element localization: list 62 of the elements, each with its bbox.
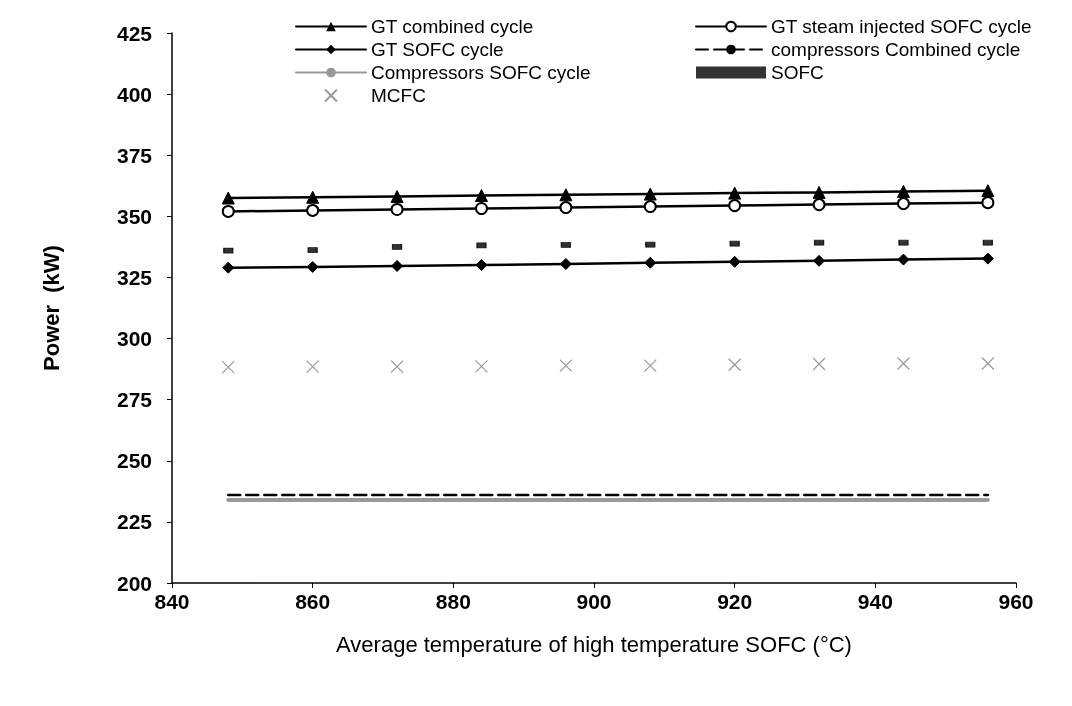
point <box>559 359 573 373</box>
y-tick-label: 200 <box>116 571 152 595</box>
y-tick-label: 375 <box>116 143 153 167</box>
legend-label: GT SOFC cycle <box>371 39 504 60</box>
x-tick-label: 880 <box>435 590 471 613</box>
point <box>474 202 488 216</box>
point <box>728 255 741 268</box>
point <box>728 199 742 213</box>
x-tick-label: 900 <box>576 590 612 613</box>
point <box>981 184 995 198</box>
point <box>812 357 826 371</box>
y-tick-label: 275 <box>116 388 153 412</box>
y-tick-label: 350 <box>116 204 152 228</box>
point <box>981 356 995 371</box>
x-tick-label: 840 <box>154 590 190 613</box>
x-axis-title: Average temperature of high temperature SOFC (°C) <box>336 631 852 657</box>
point <box>896 184 910 198</box>
y-tick-label: 225 <box>116 510 153 534</box>
legend-label: SOFC <box>771 62 824 83</box>
point <box>474 189 488 203</box>
point <box>221 360 235 374</box>
point <box>896 356 911 371</box>
point <box>222 261 235 274</box>
y-tick-label: 300 <box>116 327 152 351</box>
legend-label: Compressors SOFC cycle <box>371 62 591 83</box>
point <box>728 358 742 372</box>
point <box>813 254 826 267</box>
point <box>306 203 320 217</box>
legend-label: MCFC <box>371 85 426 106</box>
point <box>559 188 573 202</box>
point <box>896 197 910 211</box>
point <box>897 253 910 266</box>
x-tick-label: 860 <box>295 590 331 613</box>
point <box>643 187 657 201</box>
x-tick-label: 920 <box>717 590 753 613</box>
point <box>812 198 826 212</box>
point <box>390 360 404 374</box>
point <box>643 200 657 214</box>
point <box>390 202 404 216</box>
x-tick-label: 960 <box>998 590 1034 613</box>
legend-label: GT steam injected SOFC cycle <box>771 16 1032 37</box>
point <box>981 196 995 210</box>
point <box>812 185 826 199</box>
y-tick-label: 425 <box>116 21 153 45</box>
legend-label: GT combined cycle <box>371 16 534 37</box>
point <box>474 359 489 374</box>
y-tick-label: 325 <box>116 265 153 289</box>
point <box>981 252 994 265</box>
point <box>643 359 657 373</box>
point <box>221 191 235 205</box>
point <box>306 360 320 374</box>
y-tick-label: 250 <box>116 449 152 473</box>
y-tick-label: 400 <box>116 82 152 106</box>
point <box>728 186 742 200</box>
y-axis-title: Power (kW) <box>38 245 64 371</box>
x-tick-label: 940 <box>857 590 893 613</box>
point <box>221 204 235 218</box>
point <box>390 190 404 204</box>
point <box>306 190 320 204</box>
point <box>644 256 657 269</box>
legend-label: compressors Combined cycle <box>771 39 1021 60</box>
point <box>559 201 573 215</box>
